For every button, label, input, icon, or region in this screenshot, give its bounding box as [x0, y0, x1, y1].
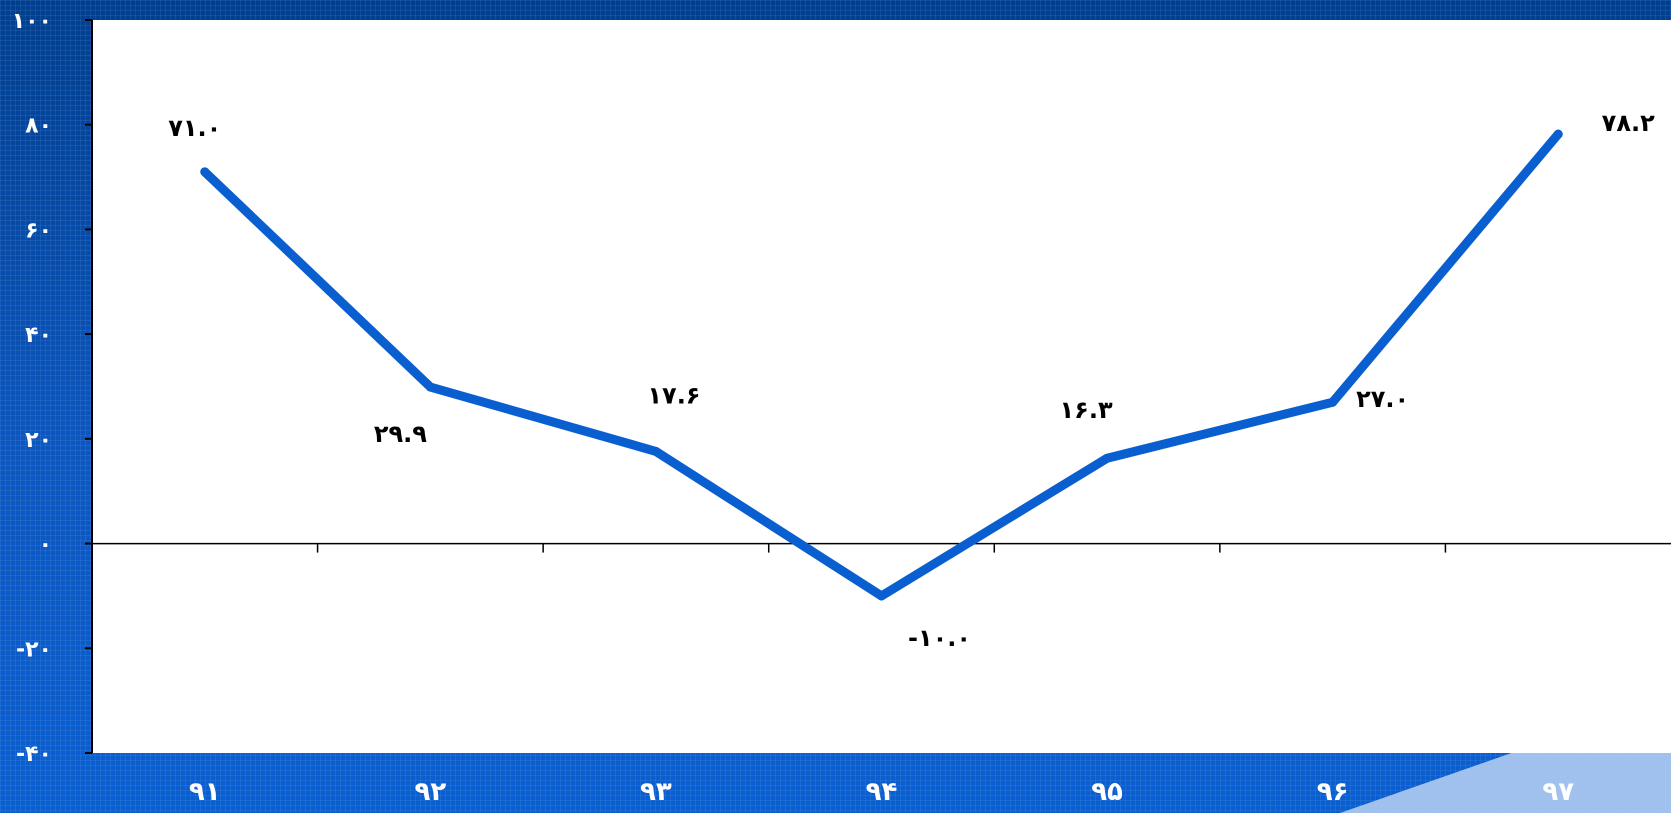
x-ticks: ۹۱ ۹۲ ۹۳ ۹۴ ۹۵ ۹۶ ۹۷	[189, 777, 1574, 807]
x-tick-label: ۹۳	[640, 777, 672, 807]
y-tick-label: ۸۰	[25, 114, 52, 139]
y-tick-label: -۲۰	[16, 637, 52, 662]
data-label: ۲۷.۰	[1356, 385, 1409, 413]
x-tick-label: ۹۲	[414, 777, 446, 807]
plot-area	[92, 20, 1671, 753]
data-label: ۱۷.۶	[647, 381, 700, 409]
data-label: ۷۸.۲	[1602, 109, 1655, 137]
y-tick-label: ۶۰	[25, 218, 52, 243]
x-tick-label: ۹۶	[1317, 777, 1349, 807]
decorative-wedge	[1340, 740, 1671, 813]
x-tick-label: ۹۷	[1542, 777, 1574, 807]
x-axis-zero-line	[92, 542, 1671, 553]
data-point	[425, 382, 435, 392]
data-point	[1102, 453, 1112, 463]
data-label: ۲۹.۹	[374, 420, 427, 448]
data-labels: ۷۱.۰ ۲۹.۹ ۱۷.۶ -۱۰.۰ ۱۶.۳ ۲۷.۰ ۷۸.۲	[168, 109, 1655, 652]
data-point	[651, 446, 661, 456]
data-point	[200, 167, 210, 177]
y-tick-label: ۰	[39, 533, 52, 558]
x-tick-label: ۹۱	[189, 777, 221, 807]
data-point	[877, 591, 886, 601]
y-tick-label: ۴۰	[25, 323, 52, 348]
data-label: ۷۱.۰	[168, 114, 221, 142]
y-ticks: ۱۰۰ ۸۰ ۶۰ ۴۰ ۲۰ ۰ -۲۰ -۴۰	[12, 9, 92, 767]
series-group	[200, 129, 1563, 601]
y-tick-label: ۲۰	[25, 428, 52, 453]
data-label: ۱۶.۳	[1060, 396, 1113, 424]
data-point	[1553, 129, 1563, 139]
y-tick-label: ۱۰۰	[12, 9, 52, 34]
x-tick-label: ۹۴	[866, 777, 898, 807]
x-tick-label: ۹۵	[1091, 777, 1123, 807]
data-label: -۱۰.۰	[908, 624, 971, 652]
y-tick-label: -۴۰	[16, 742, 52, 767]
data-point	[1328, 397, 1338, 407]
